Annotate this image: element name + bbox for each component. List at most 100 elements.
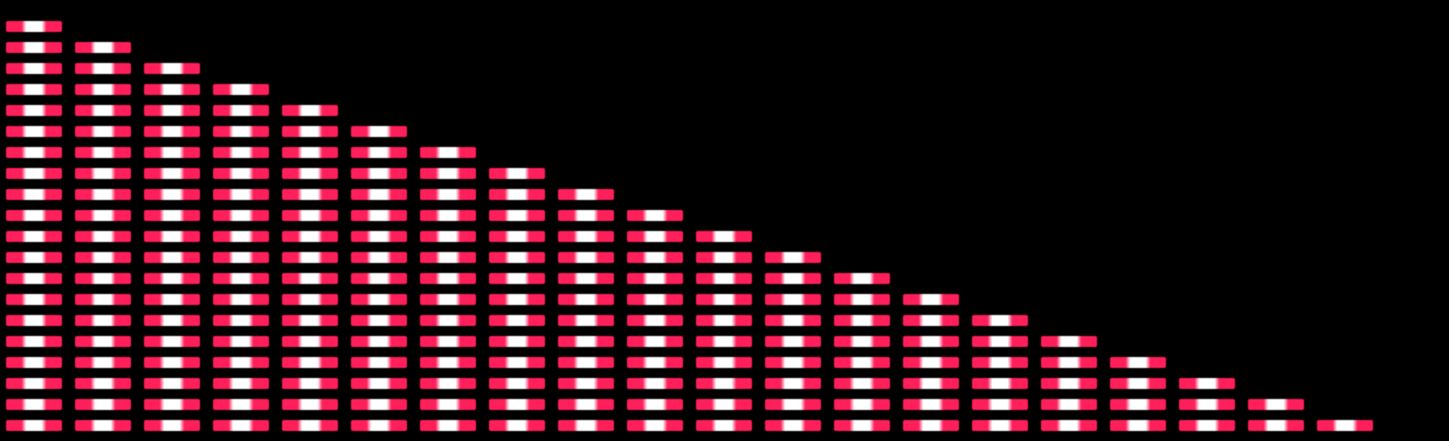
pill-c4-r1 [282, 398, 338, 410]
pill-c0-r9 [6, 230, 62, 242]
pill-c2-r13 [144, 146, 200, 158]
pill-c3-r10 [213, 209, 269, 221]
pill-c0-r0 [6, 419, 62, 431]
pill-c8-r10 [558, 209, 614, 221]
pill-c0-r16 [6, 83, 62, 95]
pill-c4-r3 [282, 356, 338, 368]
pill-c0-r19 [6, 20, 62, 32]
pill-c14-r1 [972, 398, 1028, 410]
pill-c0-r5 [6, 314, 62, 326]
pill-c16-r2 [1110, 377, 1166, 389]
pill-c0-r10 [6, 209, 62, 221]
pill-c8-r2 [558, 377, 614, 389]
pill-c7-r2 [489, 377, 545, 389]
pill-c17-r2 [1179, 377, 1235, 389]
pill-c14-r3 [972, 356, 1028, 368]
pill-c11-r4 [765, 335, 821, 347]
pill-c15-r1 [1041, 398, 1097, 410]
pill-c17-r0 [1179, 419, 1235, 431]
pill-c15-r4 [1041, 335, 1097, 347]
pill-c3-r8 [213, 251, 269, 263]
pill-c2-r4 [144, 335, 200, 347]
pill-c2-r16 [144, 83, 200, 95]
pill-c14-r5 [972, 314, 1028, 326]
pill-c13-r2 [903, 377, 959, 389]
pill-c14-r4 [972, 335, 1028, 347]
pill-c4-r13 [282, 146, 338, 158]
pill-c2-r2 [144, 377, 200, 389]
pill-c14-r2 [972, 377, 1028, 389]
pill-c1-r11 [75, 188, 131, 200]
pill-c1-r10 [75, 209, 131, 221]
pill-c10-r6 [696, 293, 752, 305]
pill-c4-r9 [282, 230, 338, 242]
pill-c5-r6 [351, 293, 407, 305]
pill-c3-r6 [213, 293, 269, 305]
pill-c1-r8 [75, 251, 131, 263]
pill-c3-r3 [213, 356, 269, 368]
pill-c12-r0 [834, 419, 890, 431]
pill-c11-r6 [765, 293, 821, 305]
pill-c0-r15 [6, 104, 62, 116]
pill-c1-r2 [75, 377, 131, 389]
pill-c10-r7 [696, 272, 752, 284]
pill-c3-r1 [213, 398, 269, 410]
pill-c8-r4 [558, 335, 614, 347]
pill-c5-r8 [351, 251, 407, 263]
pill-c9-r10 [627, 209, 683, 221]
pill-c12-r4 [834, 335, 890, 347]
pill-c7-r9 [489, 230, 545, 242]
pill-c10-r4 [696, 335, 752, 347]
pill-c7-r0 [489, 419, 545, 431]
pill-c11-r8 [765, 251, 821, 263]
pill-c6-r2 [420, 377, 476, 389]
pill-c6-r6 [420, 293, 476, 305]
pill-c6-r1 [420, 398, 476, 410]
pill-c13-r6 [903, 293, 959, 305]
pill-c7-r3 [489, 356, 545, 368]
pill-c7-r7 [489, 272, 545, 284]
pill-c8-r3 [558, 356, 614, 368]
pill-c9-r4 [627, 335, 683, 347]
pill-c1-r12 [75, 167, 131, 179]
pill-c5-r14 [351, 125, 407, 137]
pill-c1-r17 [75, 62, 131, 74]
pill-c2-r6 [144, 293, 200, 305]
pill-c1-r15 [75, 104, 131, 116]
pill-c0-r11 [6, 188, 62, 200]
pill-c12-r2 [834, 377, 890, 389]
pill-c4-r12 [282, 167, 338, 179]
pill-c6-r9 [420, 230, 476, 242]
pill-c3-r12 [213, 167, 269, 179]
pill-c5-r9 [351, 230, 407, 242]
pill-c2-r9 [144, 230, 200, 242]
pill-c9-r1 [627, 398, 683, 410]
pill-c4-r8 [282, 251, 338, 263]
pill-c5-r13 [351, 146, 407, 158]
pill-c12-r1 [834, 398, 890, 410]
pill-c8-r0 [558, 419, 614, 431]
pill-c7-r1 [489, 398, 545, 410]
pill-c11-r7 [765, 272, 821, 284]
pill-c4-r5 [282, 314, 338, 326]
pill-c3-r13 [213, 146, 269, 158]
pill-c13-r1 [903, 398, 959, 410]
pill-c14-r0 [972, 419, 1028, 431]
pill-c10-r0 [696, 419, 752, 431]
pill-c15-r2 [1041, 377, 1097, 389]
pill-c5-r4 [351, 335, 407, 347]
pill-c7-r8 [489, 251, 545, 263]
pill-c0-r17 [6, 62, 62, 74]
pill-c9-r3 [627, 356, 683, 368]
pill-c3-r2 [213, 377, 269, 389]
pill-c2-r17 [144, 62, 200, 74]
pill-c0-r1 [6, 398, 62, 410]
pill-c6-r4 [420, 335, 476, 347]
pill-c11-r2 [765, 377, 821, 389]
pill-c7-r12 [489, 167, 545, 179]
pill-c9-r9 [627, 230, 683, 242]
pill-c3-r9 [213, 230, 269, 242]
pill-c8-r8 [558, 251, 614, 263]
pill-c0-r14 [6, 125, 62, 137]
pill-c2-r11 [144, 188, 200, 200]
